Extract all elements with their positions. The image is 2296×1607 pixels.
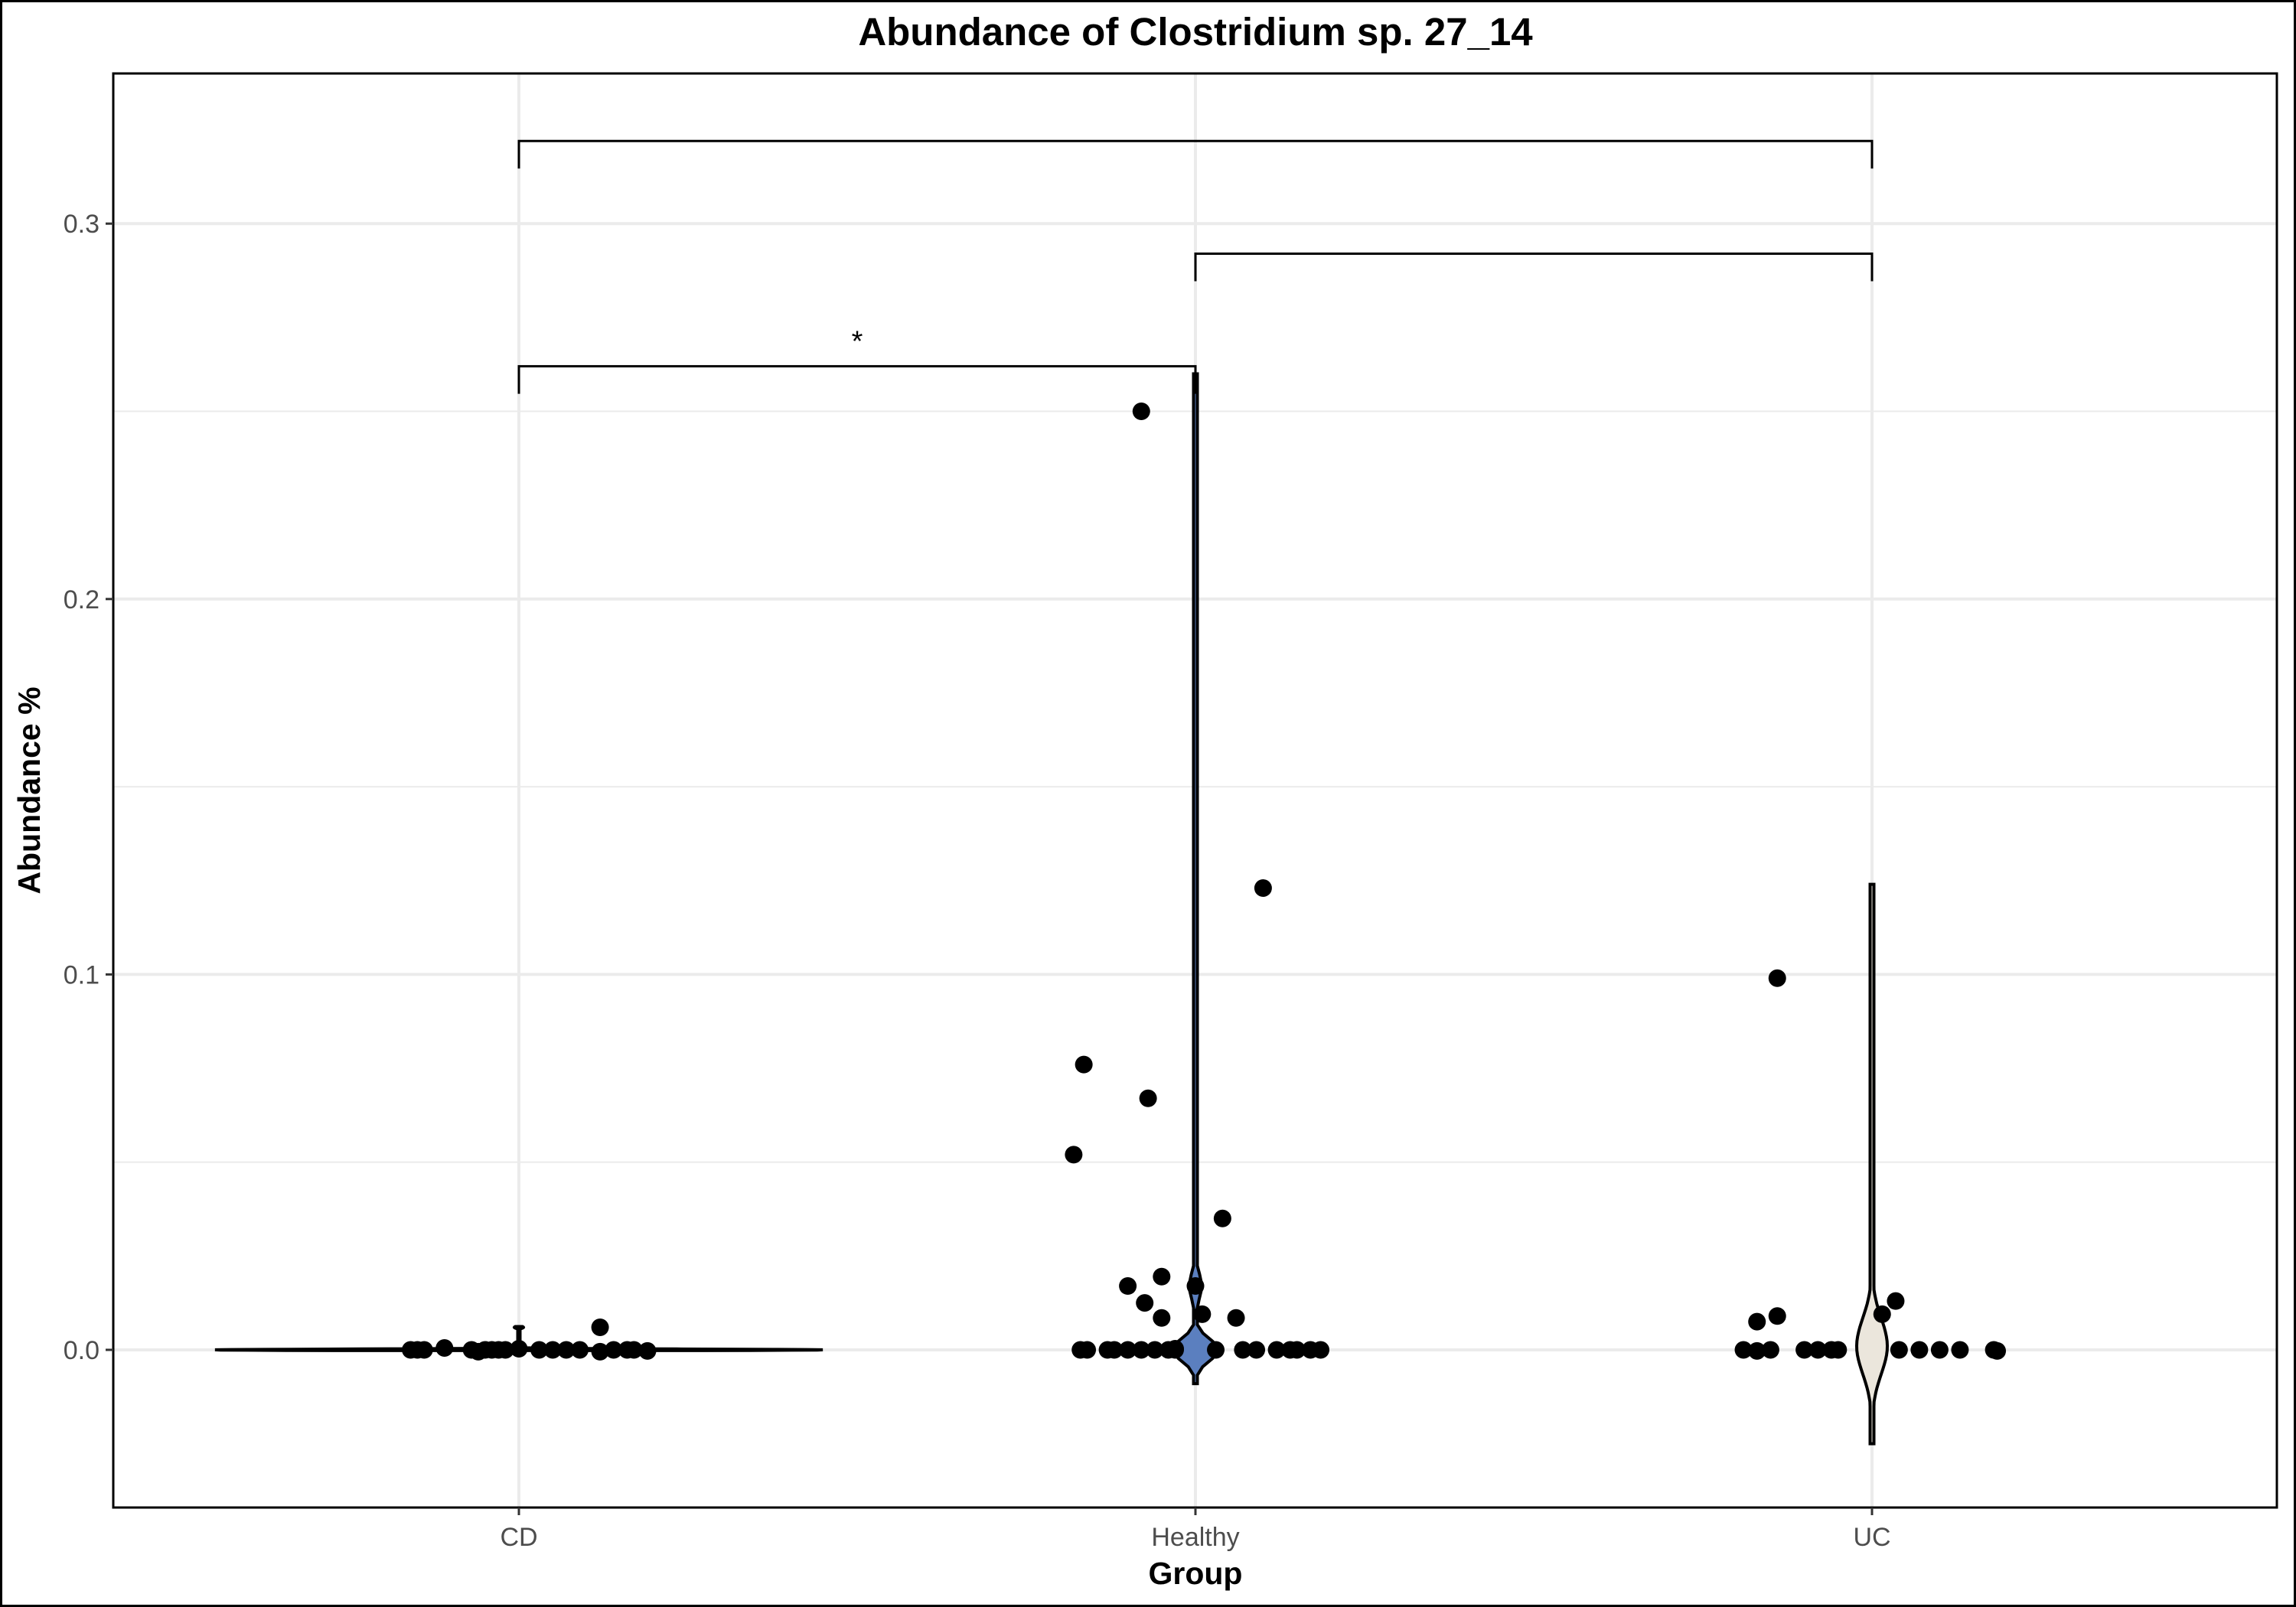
x-tick-label: CD (500, 1523, 537, 1552)
data-point-healthy (1153, 1267, 1171, 1286)
data-point-healthy (1119, 1277, 1137, 1296)
data-point-cd (530, 1341, 549, 1359)
data-point-healthy (1132, 403, 1150, 421)
significance-brackets: * (517, 139, 1874, 394)
data-point-healthy (1119, 1341, 1137, 1359)
bracket-healthy-uc (1194, 252, 1874, 282)
data-point-healthy (1166, 1339, 1184, 1358)
y-tick-label: 0.3 (64, 210, 99, 239)
data-point-healthy (1227, 1309, 1245, 1327)
data-point-healthy (1146, 1341, 1164, 1359)
data-point-healthy (1213, 1209, 1231, 1227)
violin-uc (1854, 882, 1890, 1446)
data-point-healthy (1288, 1341, 1306, 1359)
data-point-healthy (1105, 1341, 1124, 1359)
data-point-uc (1748, 1341, 1766, 1360)
data-point-uc (1748, 1312, 1766, 1331)
data-point-cd (415, 1341, 433, 1359)
bracket-cd-healthy (517, 365, 1197, 394)
violin-healthy (1170, 372, 1221, 1386)
data-point-cd (571, 1341, 589, 1359)
data-points (402, 403, 2007, 1361)
y-axis-ticks: 0.0 0.1 0.2 0.3 (64, 210, 113, 1365)
data-point-uc (1873, 1305, 1891, 1323)
data-point-healthy (1186, 1277, 1205, 1296)
data-point-uc (1795, 1341, 1814, 1359)
data-point-healthy (1132, 1341, 1150, 1359)
data-point-cd (496, 1341, 514, 1359)
data-point-healthy (1139, 1089, 1157, 1107)
data-point-uc (1887, 1292, 1905, 1310)
chart-title: Abundance of Clostridium sp. 27_14 (858, 10, 1533, 54)
data-point-healthy (1254, 879, 1272, 898)
x-tick-label: Healthy (1151, 1523, 1239, 1552)
y-tick-label: 0.0 (64, 1336, 99, 1365)
y-tick-label: 0.1 (64, 960, 99, 989)
data-point-cd (435, 1339, 454, 1358)
data-point-cd (543, 1341, 562, 1359)
data-point-healthy (1193, 1305, 1212, 1323)
data-point-cd (510, 1339, 528, 1358)
data-point-uc (1890, 1341, 1908, 1359)
significance-label: * (852, 326, 863, 358)
data-point-uc (1930, 1341, 1949, 1359)
data-point-uc (1988, 1341, 2007, 1360)
data-point-healthy (1075, 1055, 1093, 1074)
y-axis-label: Abundance % (11, 686, 47, 894)
x-axis-ticks: CD Healthy UC (500, 1508, 1891, 1552)
data-point-healthy (1065, 1146, 1083, 1164)
data-point-uc (1910, 1341, 1929, 1359)
y-tick-label: 0.2 (64, 585, 99, 614)
data-point-cd (557, 1341, 576, 1359)
data-point-cd (591, 1319, 609, 1337)
data-point-healthy (1136, 1294, 1154, 1312)
data-point-healthy (1153, 1309, 1171, 1327)
violins (214, 372, 1890, 1446)
data-point-healthy (1247, 1341, 1266, 1359)
data-point-healthy (1234, 1341, 1252, 1359)
x-axis-label: Group (1149, 1556, 1243, 1591)
data-point-healthy (1207, 1341, 1225, 1359)
data-point-healthy (1078, 1341, 1097, 1359)
data-point-uc (1829, 1341, 1848, 1359)
data-point-uc (1768, 969, 1786, 987)
data-point-uc (1768, 1307, 1786, 1325)
data-point-cd (625, 1341, 643, 1359)
data-point-healthy (1312, 1341, 1330, 1359)
data-point-uc (1734, 1341, 1753, 1359)
data-point-uc (1761, 1341, 1779, 1359)
data-point-healthy (1267, 1341, 1286, 1359)
data-point-uc (1808, 1341, 1827, 1359)
data-point-cd (605, 1341, 623, 1359)
bracket-cd-uc (517, 139, 1874, 169)
data-point-cd (638, 1341, 657, 1360)
x-tick-label: UC (1853, 1523, 1890, 1552)
data-point-cd (591, 1342, 609, 1361)
data-point-uc (1951, 1341, 1969, 1359)
